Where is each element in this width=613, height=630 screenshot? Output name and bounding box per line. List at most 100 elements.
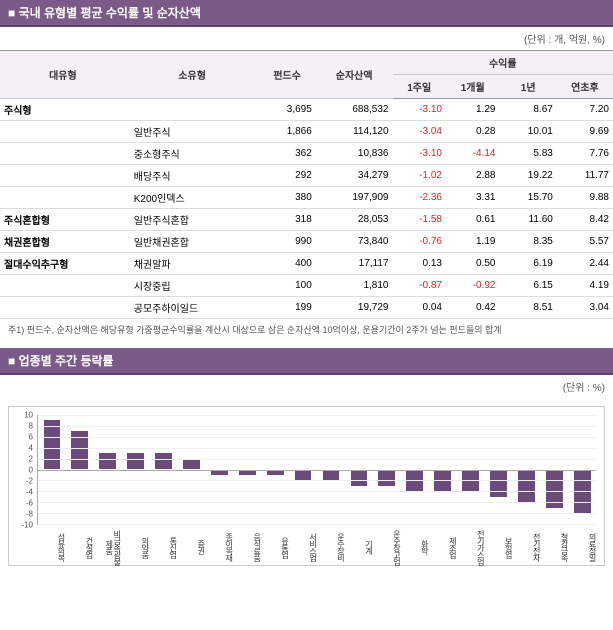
ytick: -10 xyxy=(21,521,33,530)
gridline xyxy=(38,470,596,471)
table-cell: 28,053 xyxy=(316,209,393,231)
table-cell: 7.76 xyxy=(557,143,613,165)
table-cell: 일반주식혼합 xyxy=(126,209,259,231)
th-m1: 1개월 xyxy=(446,75,499,99)
table-cell: -1.02 xyxy=(393,165,446,187)
th-ret-group: 수익률 xyxy=(393,51,613,75)
table-cell: 688,532 xyxy=(316,99,393,121)
table-cell: 400 xyxy=(258,253,315,275)
th-cat: 대유형 xyxy=(0,51,126,99)
ytick: -4 xyxy=(26,488,33,497)
table-cell: 1.29 xyxy=(446,99,499,121)
bar xyxy=(323,470,340,481)
table-cell: -3.10 xyxy=(393,143,446,165)
table-cell: 주식형 xyxy=(0,99,126,121)
ytick: -2 xyxy=(26,477,33,486)
table-cell: 19.22 xyxy=(499,165,556,187)
table-cell: -1.58 xyxy=(393,209,446,231)
th-funds: 펀드수 xyxy=(258,51,315,99)
bar xyxy=(183,459,200,470)
table-cell: 4.19 xyxy=(557,275,613,297)
xlabel: 전기전자 xyxy=(512,527,540,565)
gridline xyxy=(38,437,596,438)
table-cell: 8.42 xyxy=(557,209,613,231)
table-cell: 15.70 xyxy=(499,187,556,209)
table-cell: 9.88 xyxy=(557,187,613,209)
table-cell: 채권혼합형 xyxy=(0,231,126,253)
bar xyxy=(378,470,395,486)
table-cell: 292 xyxy=(258,165,315,187)
table-cell xyxy=(0,187,126,209)
returns-table: 대유형 소유형 펀드수 순자산액 수익률 1주일 1개월 1년 연초후 주식형3… xyxy=(0,50,613,319)
bar xyxy=(155,453,172,469)
xlabel: 의료정밀 xyxy=(568,527,596,565)
gridline xyxy=(38,426,596,427)
table-cell: 1,866 xyxy=(258,121,315,143)
gridline xyxy=(38,480,596,481)
bar xyxy=(518,470,535,503)
table-cell: 3,695 xyxy=(258,99,315,121)
table-cell: -0.92 xyxy=(446,275,499,297)
table-cell: 3.31 xyxy=(446,187,499,209)
section1-unit: (단위 : 개, 억원, %) xyxy=(0,27,613,50)
section1-title: ■ 국내 유형별 평균 수익률 및 순자산액 xyxy=(0,0,613,27)
table-cell xyxy=(0,121,126,143)
table-cell: 9.69 xyxy=(557,121,613,143)
ytick: 8 xyxy=(29,422,33,431)
xlabel: 비금속광물제품 xyxy=(93,527,121,565)
bar xyxy=(295,470,312,481)
table-cell: 11.60 xyxy=(499,209,556,231)
table-cell: 380 xyxy=(258,187,315,209)
table-cell: 0.04 xyxy=(393,297,446,319)
ytick: -6 xyxy=(26,499,33,508)
table-cell: 11.77 xyxy=(557,165,613,187)
th-sub: 소유형 xyxy=(126,51,259,99)
table-cell: 0.13 xyxy=(393,253,446,275)
ytick: 4 xyxy=(29,444,33,453)
table-cell: 34,279 xyxy=(316,165,393,187)
table-cell: 199 xyxy=(258,297,315,319)
bar xyxy=(127,453,144,469)
table-row: K200인덱스380197,909-2.363.3115.709.88 xyxy=(0,187,613,209)
table-cell: 0.61 xyxy=(446,209,499,231)
section2-unit: (단위 : %) xyxy=(0,375,613,398)
xlabel: 건설업 xyxy=(65,527,93,565)
table-cell: -4.14 xyxy=(446,143,499,165)
bar xyxy=(44,420,61,469)
table-cell: 1.19 xyxy=(446,231,499,253)
table-cell: -3.04 xyxy=(393,121,446,143)
table-cell: K200인덱스 xyxy=(126,187,259,209)
table-cell: 0.50 xyxy=(446,253,499,275)
table-cell: 0.42 xyxy=(446,297,499,319)
gridline xyxy=(38,448,596,449)
th-w1: 1주일 xyxy=(393,75,446,99)
xlabel: 증권 xyxy=(177,527,205,565)
table-cell: 6.19 xyxy=(499,253,556,275)
table-row: 중소형주식36210,836-3.10-4.145.837.76 xyxy=(0,143,613,165)
table-cell: 17,117 xyxy=(316,253,393,275)
table-cell: 일반채권혼합 xyxy=(126,231,259,253)
table-cell: 배당주식 xyxy=(126,165,259,187)
bar xyxy=(351,470,368,486)
bar xyxy=(99,453,116,469)
footnote: 주1) 펀드수, 순자산액은 해당유형 가중평균수익률을 계산시 대상으로 삼은… xyxy=(0,319,613,348)
xlabel: 의약품 xyxy=(121,527,149,565)
xlabel: 통신업 xyxy=(149,527,177,565)
table-cell: 5.57 xyxy=(557,231,613,253)
table-cell xyxy=(0,165,126,187)
table-cell xyxy=(0,275,126,297)
bar xyxy=(490,470,507,497)
table-cell: 0.28 xyxy=(446,121,499,143)
table-cell: 일반주식 xyxy=(126,121,259,143)
xlabel: 제조업 xyxy=(428,527,456,565)
table-row: 주식형3,695688,532-3.101.298.677.20 xyxy=(0,99,613,121)
table-cell: 8.67 xyxy=(499,99,556,121)
ytick: 2 xyxy=(29,455,33,464)
table-cell xyxy=(0,297,126,319)
ytick: 10 xyxy=(24,411,33,420)
table-cell: 362 xyxy=(258,143,315,165)
table-cell: 8.35 xyxy=(499,231,556,253)
xlabel: 전기가스업 xyxy=(456,527,484,565)
table-cell: 중소형주식 xyxy=(126,143,259,165)
gridline xyxy=(38,459,596,460)
